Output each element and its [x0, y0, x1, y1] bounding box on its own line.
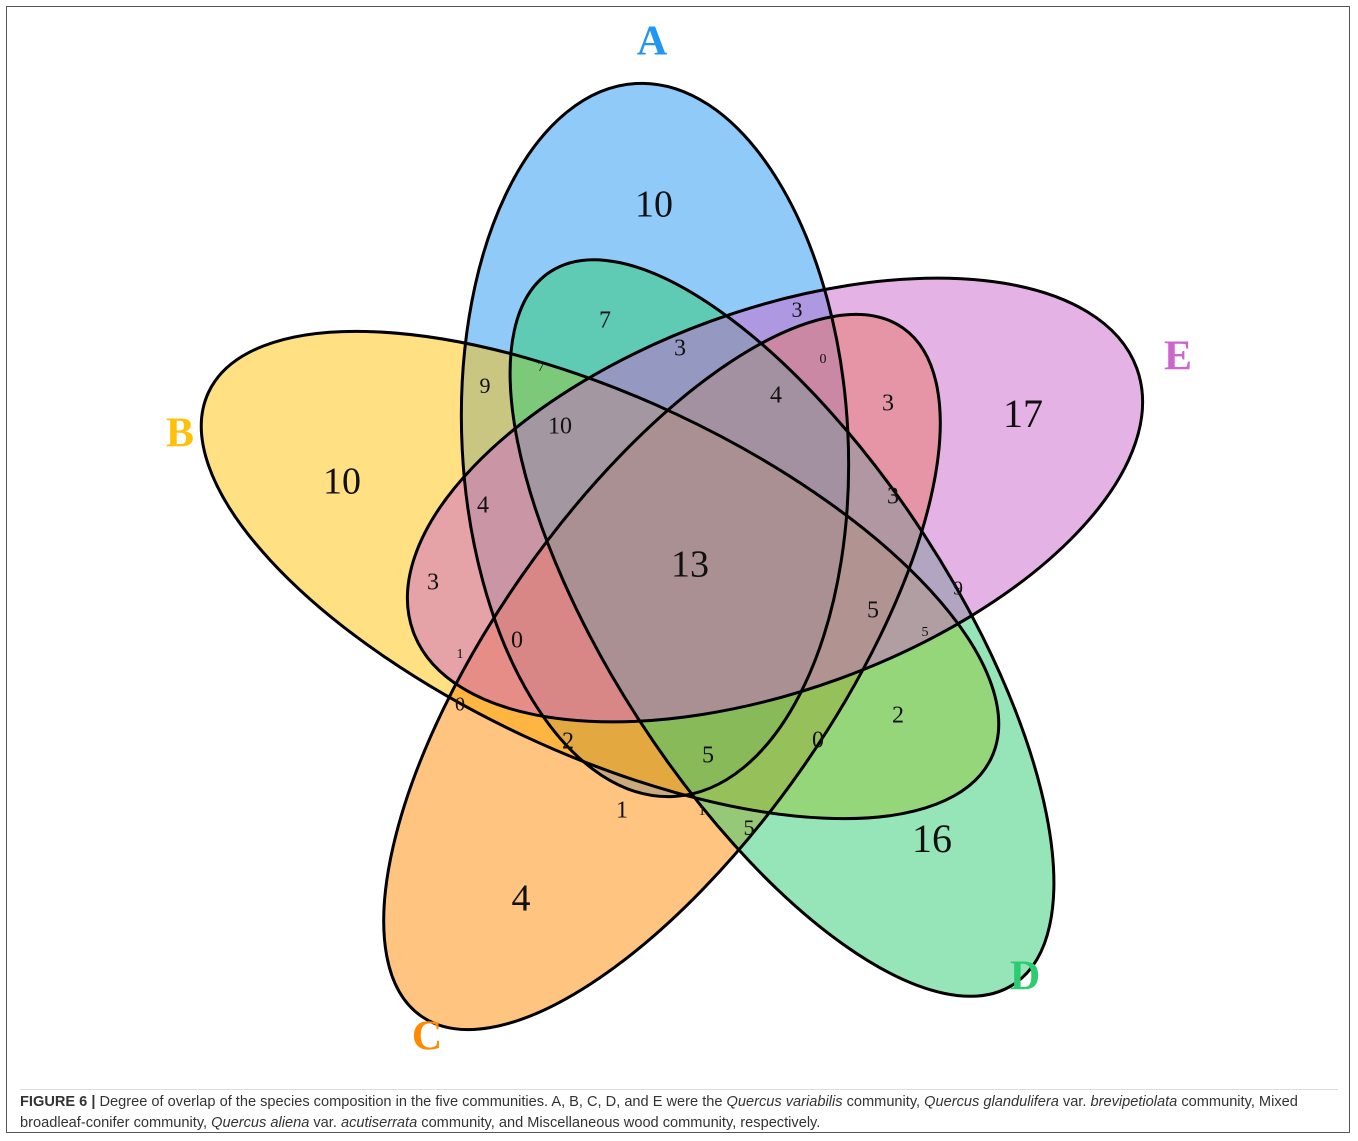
set-fill: [407, 278, 1143, 722]
region-count: 3: [674, 336, 686, 362]
region-count: 5: [922, 625, 929, 640]
region-count: 1: [699, 804, 706, 819]
region-count: 4: [477, 493, 489, 519]
set-fills: [201, 83, 1143, 1030]
region-count: 10: [323, 461, 361, 503]
region-count: 9: [480, 373, 491, 398]
caption-text: Degree of overlap of the species composi…: [95, 1094, 727, 1110]
caption-text: Quercus aliena: [211, 1115, 310, 1131]
caption-text: community,: [842, 1094, 925, 1110]
caption-text: Quercus variabilis: [726, 1094, 843, 1110]
set-outline: [199, 329, 1001, 821]
region-count: 7: [599, 308, 611, 334]
region-count: 3: [792, 297, 803, 322]
region-count: 16: [912, 816, 952, 861]
caption-text: brevipetiolata: [1090, 1094, 1178, 1110]
region-count: 3: [427, 570, 439, 596]
region-count: 0: [511, 628, 523, 654]
region-count: 5: [744, 815, 755, 840]
caption-text: acutiserrata: [340, 1115, 418, 1131]
set-label: E: [1164, 334, 1192, 380]
region-count: 1: [457, 647, 464, 662]
figure-frame: [6, 6, 1350, 1133]
caption-label: FIGURE 6 |: [20, 1094, 96, 1110]
set-label: D: [1010, 954, 1040, 1000]
region-count: 7: [538, 360, 545, 375]
region-count: 1: [616, 798, 628, 824]
caption-text: var.: [309, 1115, 341, 1131]
set-label: B: [166, 411, 194, 457]
set-outline: [382, 312, 942, 1032]
caption: FIGURE 6 | Degree of overlap of the spec…: [20, 1089, 1338, 1134]
caption-text: community, Mixed broadleaf-conifer commu…: [20, 1094, 1298, 1131]
region-count: 2: [892, 703, 904, 729]
region-count: 4: [512, 878, 531, 920]
region-count: 10: [635, 184, 673, 226]
region-count: 3: [887, 484, 899, 510]
region-count: 9: [953, 578, 963, 600]
caption-text: community, and Miscellaneous wood commun…: [417, 1115, 821, 1131]
caption-text: var.: [1058, 1094, 1091, 1110]
region-count: 0: [455, 694, 465, 716]
region-count: 0: [820, 352, 827, 367]
region-count: 0: [812, 728, 824, 754]
region-count: 3: [882, 391, 894, 417]
caption-text: Quercus glandulifera: [924, 1094, 1059, 1110]
region-count: 2: [562, 729, 574, 755]
region-count: 5: [702, 743, 714, 769]
region-count: 4: [770, 383, 782, 409]
set-label: C: [412, 1014, 442, 1060]
set-outline: [405, 276, 1145, 724]
set-label: A: [637, 19, 668, 65]
region-count: 5: [867, 598, 879, 624]
region-count: 17: [1003, 391, 1043, 436]
region-count: 10: [548, 414, 572, 440]
region-count: 13: [671, 544, 709, 586]
